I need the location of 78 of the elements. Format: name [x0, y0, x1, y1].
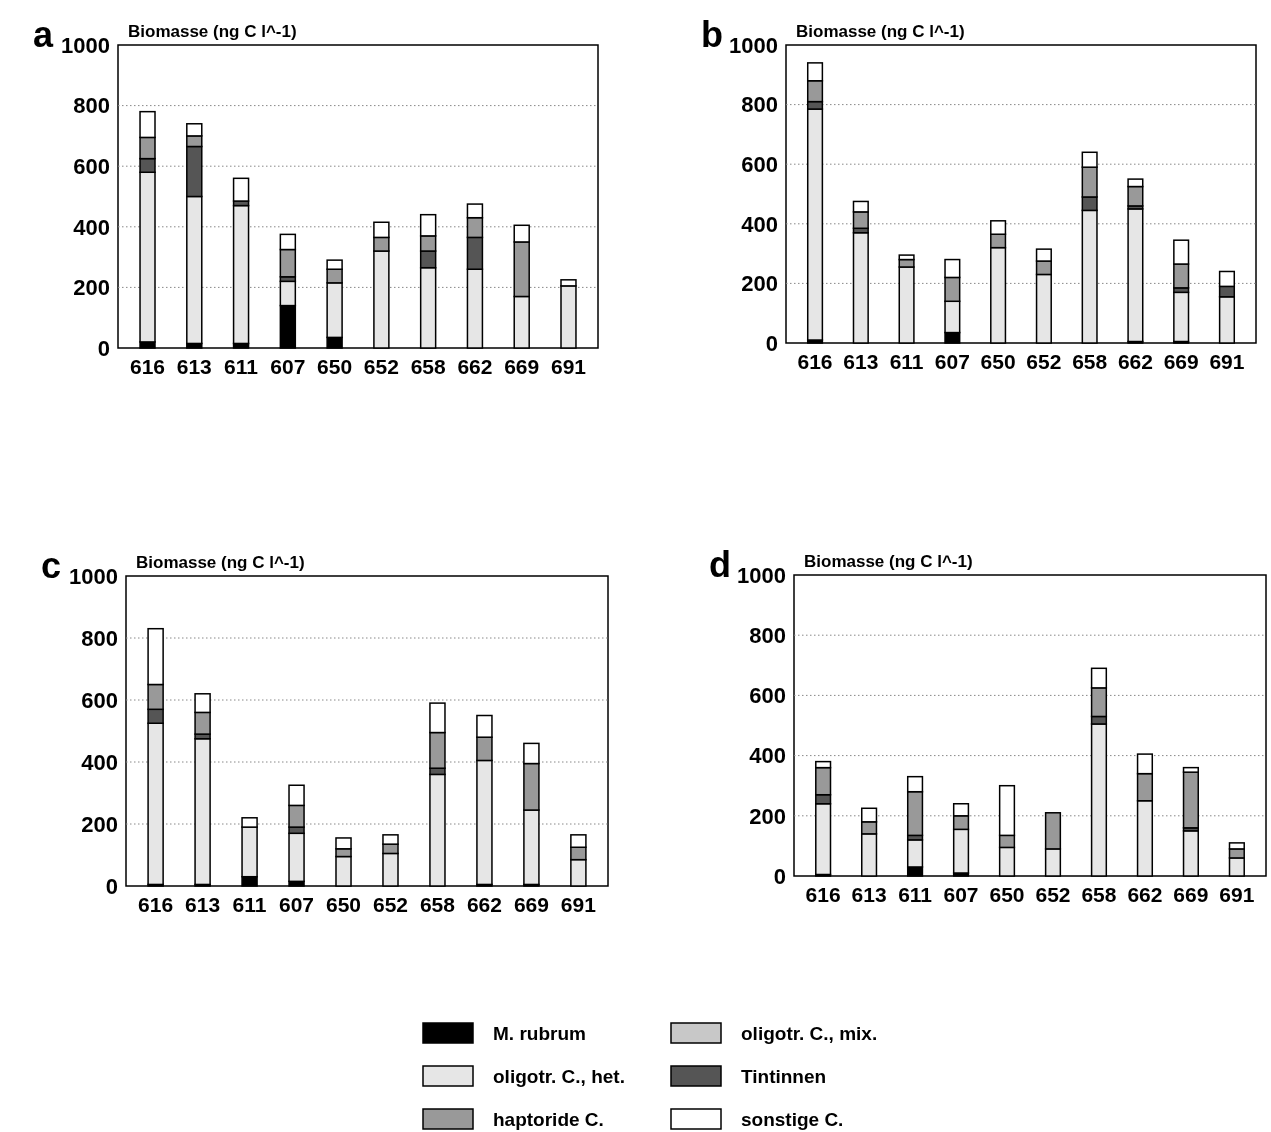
x-tick-label: 611 — [224, 355, 259, 378]
x-tick-label: 658 — [410, 355, 446, 378]
y-tick-label: 800 — [749, 622, 786, 648]
legend-label: M. rubrum — [493, 1023, 586, 1044]
x-tick-label: 669 — [504, 355, 540, 378]
x-tick-label: 607 — [279, 893, 315, 916]
y-axis-title: Biomasse (ng C l^-1) — [136, 553, 305, 572]
x-tick-label: 652 — [372, 893, 409, 916]
x-tick-label: 613 — [843, 350, 879, 373]
x-tick-label: 616 — [797, 350, 833, 373]
chart-title: b — [701, 14, 723, 55]
y-tick-label: 400 — [741, 211, 778, 237]
x-tick-label: 650 — [980, 350, 1016, 373]
x-tick-label: 611 — [889, 350, 924, 373]
x-tick-label: 669 — [1173, 883, 1209, 906]
x-tick-label: 650 — [325, 893, 362, 916]
legend-label: oligotr. C., het. — [493, 1066, 625, 1087]
x-tick-label: 616 — [129, 355, 166, 378]
legend-label: haptoride C. — [493, 1109, 604, 1130]
x-tick-label: 662 — [1117, 350, 1153, 373]
x-tick-label: 662 — [457, 355, 493, 378]
y-tick-label: 800 — [741, 92, 778, 118]
chart-title: c — [41, 545, 62, 586]
x-tick-label: 607 — [270, 355, 306, 378]
y-tick-label: 0 — [105, 873, 118, 899]
x-tick-label: 616 — [805, 883, 841, 906]
chart-title: a — [33, 14, 54, 55]
chart-title: d — [709, 544, 731, 585]
y-tick-label: 400 — [749, 743, 786, 769]
y-tick-label: 200 — [741, 271, 778, 297]
y-tick-label: 0 — [773, 863, 786, 889]
y-tick-label: 1000 — [61, 32, 110, 58]
y-axis-title: Biomasse (ng C l^-1) — [804, 552, 973, 571]
y-tick-label: 400 — [81, 749, 118, 775]
x-tick-label: 652 — [1026, 350, 1062, 373]
x-tick-label: 650 — [989, 883, 1025, 906]
x-tick-label: 616 — [138, 893, 174, 916]
x-tick-label: 691 — [1209, 350, 1245, 373]
x-tick-label: 652 — [363, 355, 399, 378]
x-tick-label: 658 — [1081, 883, 1117, 906]
y-tick-label: 1000 — [737, 562, 786, 588]
y-tick-label: 200 — [749, 803, 786, 829]
x-tick-label: 652 — [1035, 883, 1071, 906]
legend-label: oligotr. C., mix. — [741, 1023, 878, 1044]
x-tick-label: 662 — [1127, 883, 1163, 906]
y-tick-label: 600 — [73, 153, 110, 179]
x-tick-label: 669 — [1163, 350, 1199, 373]
y-tick-label: 0 — [97, 335, 110, 361]
x-tick-label: 613 — [851, 883, 887, 906]
x-tick-label: 662 — [466, 893, 502, 916]
x-tick-label: 613 — [185, 893, 221, 916]
y-tick-label: 800 — [81, 625, 118, 651]
y-axis-title: Biomasse (ng C l^-1) — [796, 22, 965, 41]
x-tick-label: 650 — [317, 355, 353, 378]
legend-label: Tintinnen — [741, 1066, 827, 1087]
y-tick-label: 200 — [73, 275, 110, 301]
x-tick-label: 607 — [943, 883, 979, 906]
x-tick-label: 613 — [176, 355, 212, 378]
x-tick-label: 691 — [550, 355, 587, 378]
y-tick-label: 1000 — [69, 563, 118, 589]
x-tick-label: 611 — [232, 893, 267, 916]
x-tick-label: 611 — [898, 883, 933, 906]
legend-label: sonstige C. — [741, 1109, 844, 1130]
x-tick-label: 607 — [934, 350, 970, 373]
y-tick-label: 600 — [749, 683, 786, 709]
x-tick-label: 669 — [513, 893, 549, 916]
y-tick-label: 200 — [81, 811, 118, 837]
x-tick-label: 691 — [560, 893, 597, 916]
x-tick-label: 691 — [1219, 883, 1255, 906]
x-tick-label: 658 — [419, 893, 456, 916]
y-tick-label: 600 — [741, 151, 778, 177]
y-axis-title: Biomasse (ng C l^-1) — [128, 22, 297, 41]
y-tick-label: 1000 — [729, 32, 778, 58]
y-tick-label: 400 — [73, 214, 110, 240]
x-tick-label: 658 — [1072, 350, 1108, 373]
y-tick-label: 0 — [765, 330, 778, 356]
y-tick-label: 800 — [73, 93, 110, 119]
y-tick-label: 600 — [81, 687, 118, 713]
